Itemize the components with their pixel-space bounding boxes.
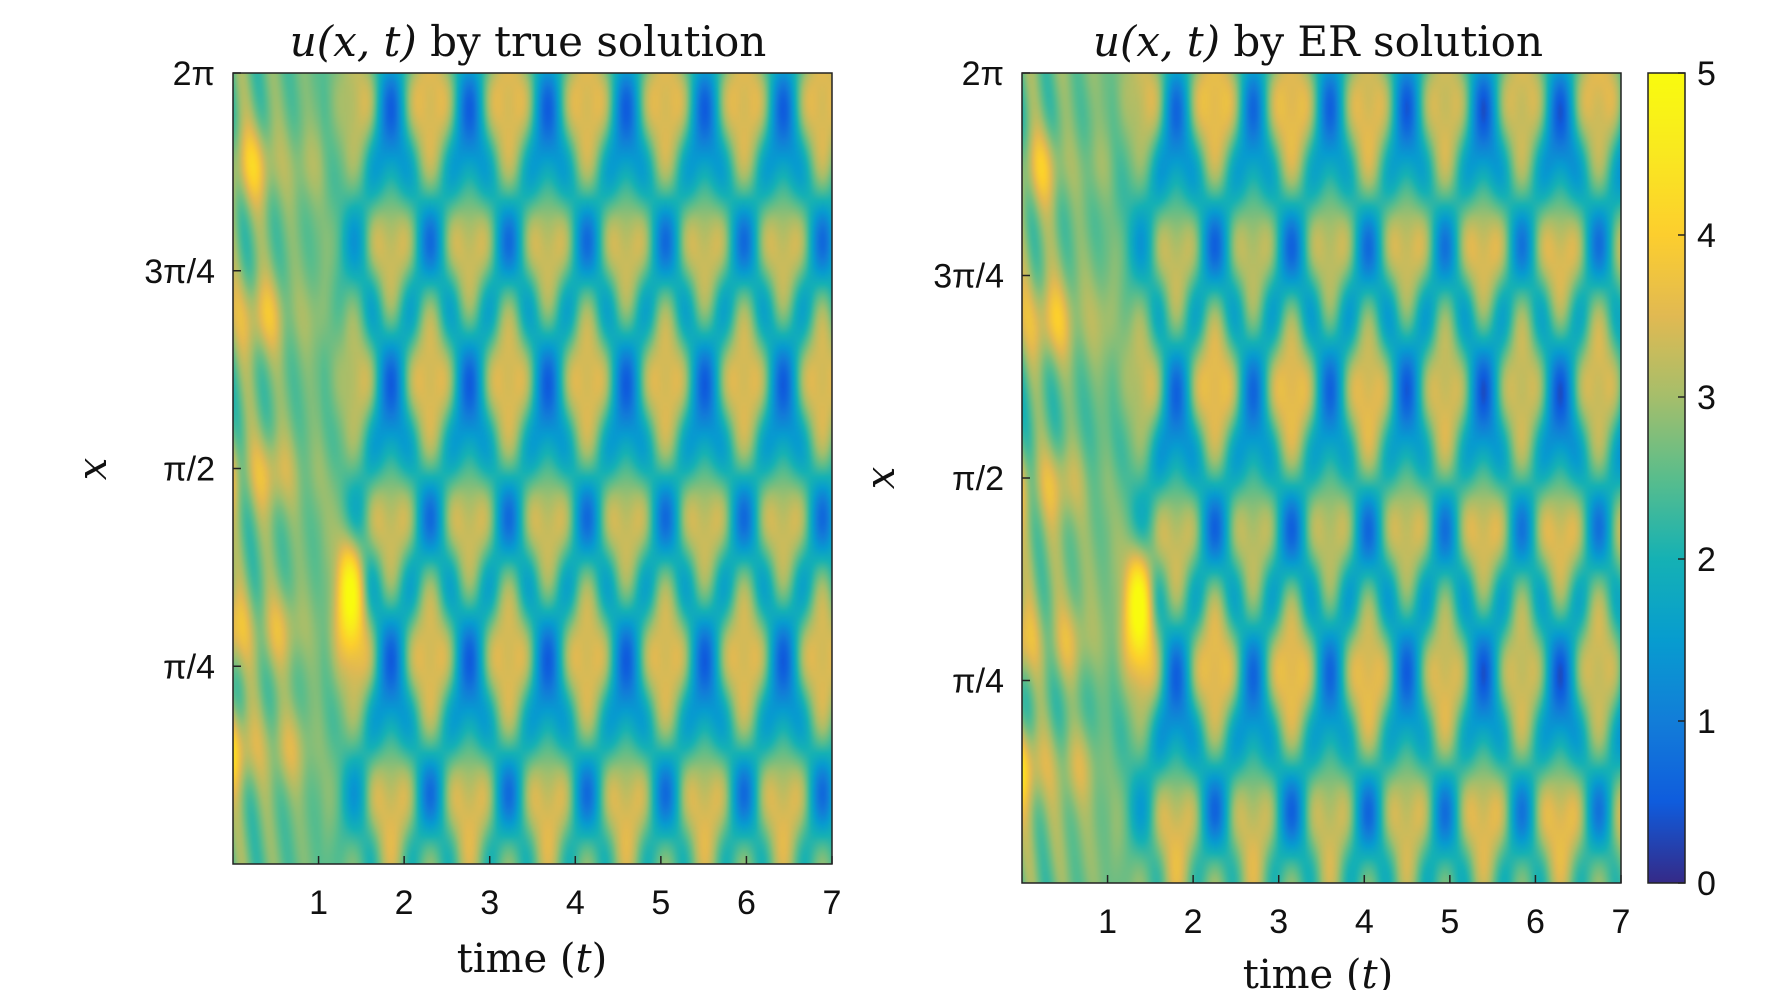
panel-title: u(x, t) by ER solution	[1093, 17, 1543, 66]
panel-title: u(x, t) by true solution	[290, 17, 767, 66]
y-axis-label: x	[70, 458, 116, 481]
x-axis-label: time (t)	[1243, 952, 1393, 990]
x-tick-label: 3	[1269, 903, 1288, 941]
colorbar: 0 1 2 3 4 5	[1647, 55, 1716, 903]
title-text: by ER solution	[1220, 17, 1543, 66]
y-tick-label: π/4	[952, 663, 1004, 701]
x-tick-label: 1	[309, 884, 328, 922]
title-math: u(x, t)	[290, 17, 417, 66]
heatmap-canvas	[233, 73, 832, 864]
y-tick-label: 3π/4	[933, 258, 1004, 296]
x-ticks: 1 2 3 4 5 6 7	[309, 856, 841, 922]
colorbar-tick-label: 3	[1697, 379, 1716, 417]
heatmap-area	[233, 73, 832, 864]
title-text: by true solution	[417, 17, 767, 66]
colorbar-tick-label: 5	[1697, 55, 1716, 93]
x-tick-label: 3	[480, 884, 499, 922]
y-tick-label: 2π	[962, 55, 1004, 93]
x-tick-label: 4	[1355, 903, 1374, 941]
x-ticks: 1 2 3 4 5 6 7	[1098, 875, 1630, 941]
x-axis-label: time (t)	[457, 936, 607, 982]
y-tick-label: 2π	[173, 55, 215, 93]
x-tick-label: 1	[1098, 903, 1117, 941]
x-tick-label: 7	[823, 884, 842, 922]
heatmap-area	[1022, 73, 1621, 883]
x-tick-label: 5	[651, 884, 670, 922]
heatmap-canvas	[1022, 73, 1621, 883]
x-tick-label: 4	[566, 884, 585, 922]
panel-er-solution: u(x, t) by ER solution π/4 π/2 3π/4 2π 1 2 3 4…	[858, 17, 1630, 990]
y-ticks: π/4 π/2 3π/4 2π	[933, 55, 1030, 701]
y-tick-label: 3π/4	[144, 253, 215, 291]
panel-true-solution: u(x, t) by true solution π/4 π/2 3π/4 2π 1 2…	[70, 17, 841, 982]
x-tick-label: 2	[395, 884, 414, 922]
y-ticks: π/4 π/2 3π/4 2π	[144, 55, 241, 686]
y-tick-label: π/2	[163, 451, 215, 489]
x-tick-label: 7	[1612, 903, 1631, 941]
colorbar-tick-label: 0	[1697, 865, 1716, 903]
y-tick-label: π/4	[163, 648, 215, 686]
y-tick-label: π/2	[952, 460, 1004, 498]
x-tick-label: 6	[1526, 903, 1545, 941]
x-tick-label: 5	[1440, 903, 1459, 941]
colorbar-tick-label: 4	[1697, 217, 1716, 255]
colorbar-frame	[1647, 72, 1686, 884]
y-axis-label: x	[858, 467, 904, 490]
x-tick-label: 6	[737, 884, 756, 922]
x-tick-label: 2	[1184, 903, 1203, 941]
title-math: u(x, t)	[1093, 17, 1220, 66]
colorbar-ticks: 0 1 2 3 4 5	[1678, 55, 1716, 903]
colorbar-gradient	[1648, 73, 1685, 883]
colorbar-tick-label: 2	[1697, 541, 1716, 579]
colorbar-tick-label: 1	[1697, 703, 1716, 741]
